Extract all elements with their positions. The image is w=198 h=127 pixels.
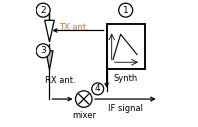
Text: 1: 1 [123, 6, 129, 15]
Text: 3: 3 [40, 46, 46, 55]
Polygon shape [45, 20, 54, 42]
Text: 4: 4 [95, 84, 101, 93]
Text: RX ant.: RX ant. [45, 76, 75, 85]
Polygon shape [46, 51, 53, 70]
Text: IF signal: IF signal [108, 104, 143, 113]
Circle shape [36, 44, 50, 58]
Text: Synth: Synth [113, 74, 138, 83]
Bar [107, 24, 145, 69]
Text: 2: 2 [40, 6, 46, 15]
Circle shape [75, 91, 92, 107]
Text: mixer: mixer [72, 111, 96, 120]
Circle shape [36, 3, 50, 17]
Text: TX ant.: TX ant. [59, 23, 89, 32]
Circle shape [92, 83, 104, 95]
Circle shape [119, 3, 133, 17]
